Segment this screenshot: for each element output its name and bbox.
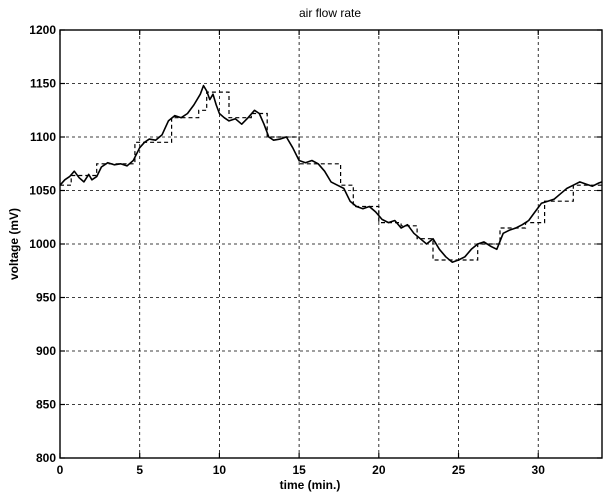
x-axis-label: time (min.) <box>280 478 341 492</box>
solid-series-line <box>59 84 603 263</box>
y-tick-label: 1150 <box>30 77 56 91</box>
x-tick-label: 25 <box>452 463 466 477</box>
x-tick-label: 10 <box>213 463 227 477</box>
x-tick-label: 30 <box>532 463 546 477</box>
x-tick-label: 5 <box>136 463 143 477</box>
y-tick-label: 900 <box>36 344 56 358</box>
x-tick-label: 20 <box>372 463 386 477</box>
x-tick-label: 0 <box>57 463 64 477</box>
y-axis-label: voltage (mV) <box>7 208 21 280</box>
y-tick-label: 800 <box>36 451 56 465</box>
y-tick-label: 1000 <box>29 237 56 251</box>
series-group <box>59 84 603 263</box>
y-tick-label: 950 <box>36 291 56 305</box>
ticks <box>59 29 602 459</box>
chart-title: air flow rate <box>299 6 361 20</box>
dashed-step-series-line <box>60 91 602 261</box>
y-tick-label: 1100 <box>30 130 56 144</box>
y-tick-label: 850 <box>36 398 56 412</box>
y-tick-label: 1200 <box>29 23 56 37</box>
tick-labels: 0 5 10 15 20 25 30 800 850 900 950 1000 1050 1100 1150… <box>29 23 545 477</box>
y-tick-label: 1050 <box>29 184 56 198</box>
x-tick-label: 15 <box>292 463 306 477</box>
grid <box>60 30 602 458</box>
